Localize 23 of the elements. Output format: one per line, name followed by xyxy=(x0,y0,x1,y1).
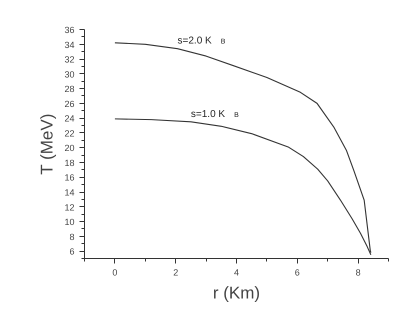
y-tick-label: 28 xyxy=(64,84,75,94)
y-tick-label: 6 xyxy=(69,246,75,257)
x-tick-label: 0 xyxy=(112,268,118,278)
y-tick-label: 36 xyxy=(64,25,75,35)
x-tick-label: 8 xyxy=(356,268,361,278)
y-tick-label: 8 xyxy=(69,232,75,242)
y-tick-label: 26 xyxy=(64,98,75,109)
y-tick-label: 10 xyxy=(64,217,75,228)
y-tick-label: 22 xyxy=(64,128,75,138)
y-tick-label: 32 xyxy=(64,54,75,65)
x-tick-label: 6 xyxy=(294,268,300,278)
y-tick-label: 30 xyxy=(64,69,75,80)
y-tick-label: 12 xyxy=(64,202,75,212)
y-tick-label: 14 xyxy=(64,188,75,198)
x-tick-label: 4 xyxy=(234,268,240,278)
y-tick-label: 34 xyxy=(64,40,75,50)
y-tick-label: 20 xyxy=(64,143,75,154)
y-tick-label: 16 xyxy=(64,172,75,183)
y-tick-label: 24 xyxy=(64,114,75,124)
x-axis-title: r (Km) xyxy=(212,284,260,302)
x-tick-label: 2 xyxy=(173,268,178,278)
y-axis-title: T (MeV) xyxy=(37,114,56,175)
y-tick-label: 18 xyxy=(64,158,75,168)
